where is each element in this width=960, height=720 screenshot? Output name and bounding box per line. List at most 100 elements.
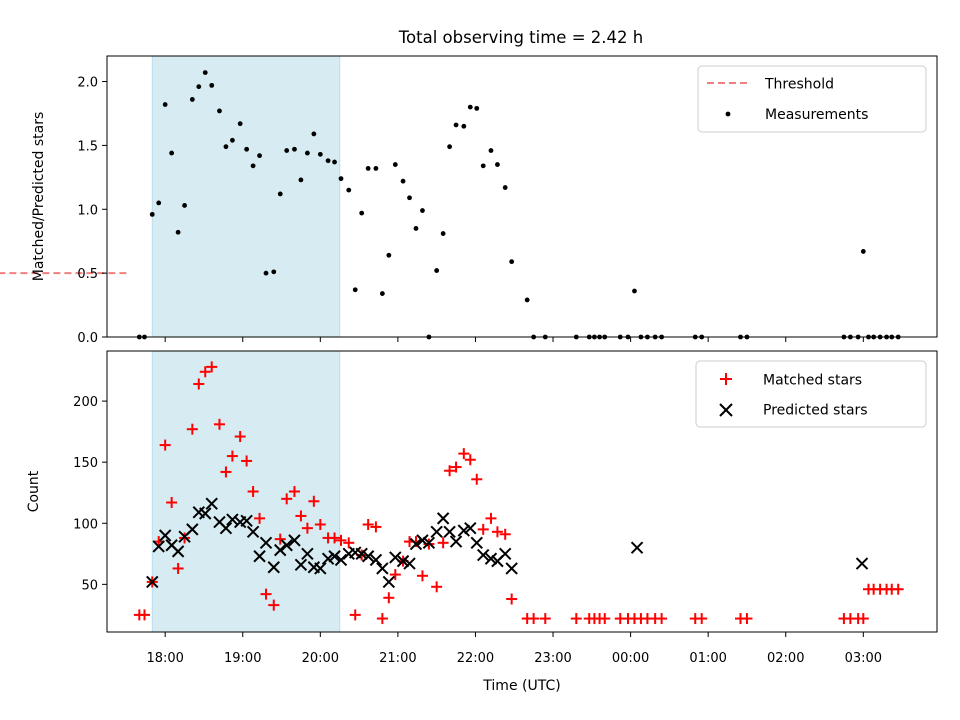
matched-star-marker — [213, 418, 225, 430]
measurement-point — [346, 187, 352, 193]
matched-star-marker — [241, 455, 253, 467]
measurement-point — [189, 97, 195, 102]
predicted-star-marker — [464, 521, 477, 535]
top-legend: Threshold Measurements — [697, 65, 927, 133]
predicted-star-marker — [630, 541, 644, 554]
measurement-point — [413, 226, 419, 231]
x-tick-label: 00:00 — [612, 651, 649, 666]
predicted-star-marker — [199, 507, 212, 520]
measurement-point — [169, 150, 175, 156]
predicted-star-marker — [430, 525, 443, 539]
measurement-point — [311, 131, 317, 137]
predicted-star-marker — [314, 562, 327, 575]
matched-star-marker — [247, 486, 259, 497]
matched-star-marker — [295, 510, 307, 522]
predicted-star-marker — [457, 524, 471, 537]
matched-star-marker — [892, 583, 904, 595]
matched-star-marker — [343, 537, 355, 549]
observing-window-shading — [151, 55, 341, 338]
predicted-star-marker — [226, 513, 239, 526]
measurement-point — [373, 166, 379, 171]
predicted-star-marker — [334, 553, 348, 567]
matched-star-marker — [485, 512, 497, 524]
predicted-star-marker — [369, 553, 383, 567]
measurement-point — [292, 146, 297, 152]
top-plot-frame — [106, 55, 938, 338]
matched-star-marker — [220, 466, 232, 478]
measurement-point — [495, 162, 500, 167]
measurement-point — [524, 297, 530, 303]
bottom-x-axis-ticks: 18:00 19:00 20:00 21:00 22:00 23:00 00:00 01:00… — [146, 632, 882, 666]
chart-title: Total observing time = 2.42 h — [398, 28, 643, 47]
matched-star-marker — [741, 613, 753, 625]
measurement-point — [298, 177, 304, 183]
matched-star-marker — [383, 592, 395, 604]
matched-star-marker — [471, 473, 483, 485]
matched-star-marker — [376, 613, 388, 625]
bottom-y-axis-label: Count — [26, 470, 42, 512]
measurement-point — [509, 259, 515, 265]
predicted-star-marker — [267, 561, 280, 574]
x-tick-label: 18:00 — [146, 651, 183, 666]
measurement-point — [453, 122, 459, 128]
measurement-point — [480, 163, 486, 169]
measurement-point — [209, 82, 215, 88]
x-axis-label: Time (UTC) — [482, 678, 560, 694]
measurement-points — [136, 70, 901, 340]
y-tick-label: 50 — [81, 578, 98, 593]
predicted-star-marker — [205, 497, 218, 510]
measurement-point — [149, 211, 155, 217]
top-y-axis-ticks: 0.0 0.5 1.0 1.5 2.0 — [77, 76, 107, 346]
bottom-legend-box — [695, 360, 927, 428]
matched-star-marker — [288, 486, 300, 497]
matched-star-marker — [389, 569, 401, 581]
predicted-star-marker — [436, 512, 450, 525]
predicted-star-marker — [382, 575, 396, 589]
measurement-point — [257, 153, 262, 159]
matched-star-marker — [166, 496, 178, 508]
predicted-star-marker — [389, 551, 402, 564]
measurement-point — [461, 123, 467, 129]
predicted-star-marker — [328, 550, 341, 563]
predicted-star-marker — [443, 525, 456, 539]
top-x-axis-ticks — [164, 337, 864, 342]
top-y-axis-label: Matched/Predicted stars — [31, 112, 47, 282]
measurement-point — [860, 249, 866, 254]
measurement-point — [277, 191, 283, 197]
measurement-point — [379, 291, 385, 296]
y-tick-label: 1.5 — [77, 139, 98, 154]
predicted-star-marker — [280, 539, 293, 552]
predicted-star-marker — [505, 562, 518, 575]
measurement-point — [284, 148, 290, 153]
predicted-star-marker — [158, 529, 172, 542]
observing-window-shading — [151, 350, 341, 633]
measurement-point — [365, 166, 371, 171]
matched-star-marker — [499, 528, 511, 540]
top-panel: 0.00.51.01.52.0 Matched/Predicted stars … — [0, 55, 938, 346]
matched-star-marker — [696, 613, 708, 625]
measurement-point — [182, 203, 187, 208]
matched-star-marker — [274, 533, 286, 545]
bottom-panel: 50 100 150 200 18:00 19:00 20:00 21:00 22:00 23:… — [26, 350, 938, 694]
bottom-y-axis-ticks: 50 100 150 200 — [73, 395, 107, 593]
predicted-stars-legend-swatch — [719, 403, 733, 417]
matched-star-marker — [268, 599, 280, 611]
measurement-point — [502, 185, 508, 190]
measurement-point — [317, 151, 323, 157]
predicted-star-marker — [477, 548, 490, 562]
matched-star-marker — [599, 613, 611, 625]
measurement-point — [156, 200, 162, 206]
threshold-legend-label: Threshold — [764, 77, 834, 93]
predicted-star-marker — [449, 535, 463, 548]
matched-star-marker — [450, 461, 462, 473]
predicted-star-marker — [152, 540, 165, 553]
x-tick-label: 02:00 — [767, 651, 804, 666]
measurement-point — [175, 229, 181, 235]
measurement-point — [304, 150, 310, 156]
measurement-point — [230, 137, 235, 143]
matched-star-marker — [206, 361, 218, 373]
measurement-point — [352, 287, 358, 293]
matched-star-marker — [329, 532, 341, 544]
y-tick-label: 150 — [73, 456, 98, 471]
